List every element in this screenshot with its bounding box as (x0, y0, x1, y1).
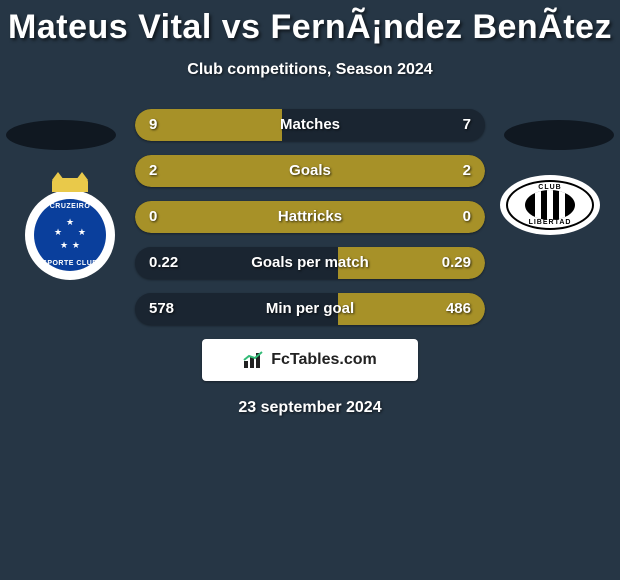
crown-icon (52, 178, 88, 192)
badge-center (525, 190, 575, 220)
stat-value-right: 2 (449, 155, 485, 187)
stat-row: 0.22Goals per match0.29 (135, 247, 485, 279)
stat-value-right: 0 (449, 201, 485, 233)
page-subtitle: Club competitions, Season 2024 (0, 61, 620, 79)
bar-chart-icon (243, 351, 265, 369)
footer-date: 23 september 2024 (0, 399, 620, 417)
stat-label: Matches (135, 109, 485, 141)
player-photo-placeholder-left (6, 120, 116, 150)
page-title: Mateus Vital vs FernÃ¡ndez BenÃ­tez (0, 0, 620, 47)
stars-icon: ★ ★ ★ ★ ★ (50, 215, 90, 255)
stat-row: 2Goals2 (135, 155, 485, 187)
club-badge-right: CLUB LIBERTAD (500, 175, 600, 260)
badge-text-bottom: LIBERTAD (529, 219, 572, 226)
footer-brand-text: FcTables.com (271, 351, 377, 369)
badge-ellipse: CLUB LIBERTAD (500, 175, 600, 235)
player-photo-placeholder-right (504, 120, 614, 150)
stat-row: 9Matches7 (135, 109, 485, 141)
stat-label: Hattricks (135, 201, 485, 233)
club-badge-left: CRUZEIRO ★ ★ ★ ★ ★ ESPORTE CLUBE (20, 178, 120, 263)
stats-container: 9Matches7 2Goals2 0Hattricks0 0.22Goals per… (135, 109, 485, 325)
footer-brand-box: FcTables.com (202, 339, 418, 381)
badge-text-top: CRUZEIRO (34, 203, 106, 210)
stat-value-right: 7 (449, 109, 485, 141)
stat-row: 0Hattricks0 (135, 201, 485, 233)
stat-value-right: 486 (432, 293, 485, 325)
badge-text-bottom: ESPORTE CLUBE (34, 260, 106, 267)
stat-value-right: 0.29 (428, 247, 485, 279)
badge-circle: CRUZEIRO ★ ★ ★ ★ ★ ESPORTE CLUBE (25, 190, 115, 280)
stat-row: 578Min per goal486 (135, 293, 485, 325)
stat-label: Goals (135, 155, 485, 187)
